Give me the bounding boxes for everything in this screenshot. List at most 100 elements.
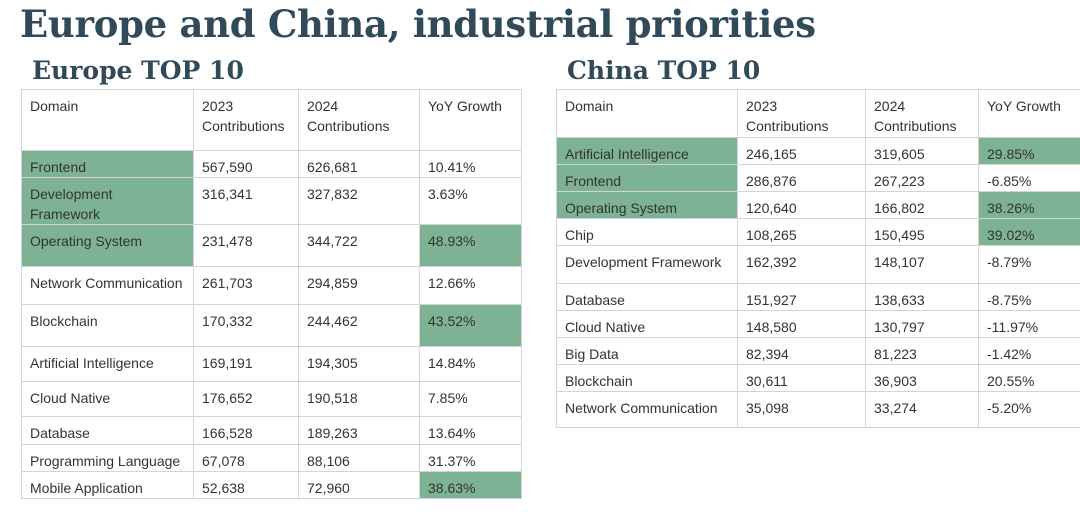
c2023-cell: 162,392 <box>737 245 866 284</box>
table-row: Artificial Intelligence 246,165 319,605 … <box>556 137 1080 165</box>
c2023-cell: 108,265 <box>737 218 866 246</box>
domain-cell: Development Framework <box>21 177 194 225</box>
header-domain: Domain <box>21 89 194 151</box>
domain-cell: Development Framework <box>556 245 738 284</box>
yoy-cell: -1.42% <box>978 337 1080 365</box>
c2023-cell: 176,652 <box>193 381 299 417</box>
table-row: Database 166,528 189,263 13.64% <box>21 416 522 445</box>
table-row: Network Communication 35,098 33,274 -5.2… <box>556 391 1080 428</box>
table-row: Database 151,927 138,633 -8.75% <box>556 283 1080 311</box>
c2023-cell: 261,703 <box>193 266 299 305</box>
c2024-cell: 190,518 <box>298 381 420 417</box>
yoy-cell: 48.93% <box>419 224 522 267</box>
domain-cell: Frontend <box>21 150 194 178</box>
c2024-cell: 244,462 <box>298 304 420 347</box>
domain-cell: Artificial Intelligence <box>21 346 194 382</box>
table-row: Artificial Intelligence 169,191 194,305 … <box>21 346 522 382</box>
yoy-cell: 38.63% <box>419 471 522 499</box>
c2023-cell: 82,394 <box>737 337 866 365</box>
domain-cell: Mobile Application <box>21 471 194 499</box>
domain-cell: Big Data <box>556 337 738 365</box>
c2024-cell: 294,859 <box>298 266 420 305</box>
c2023-cell: 151,927 <box>737 283 866 311</box>
yoy-cell: 13.64% <box>419 416 522 445</box>
yoy-cell: 12.66% <box>419 266 522 305</box>
domain-cell: Operating System <box>21 224 194 267</box>
c2023-cell: 246,165 <box>737 137 866 165</box>
c2024-cell: 81,223 <box>865 337 979 365</box>
yoy-cell: -8.79% <box>978 245 1080 284</box>
yoy-cell: 10.41% <box>419 150 522 178</box>
domain-cell: Database <box>21 416 194 445</box>
table-header-row: Domain 2023 Contributions 2024 Contribut… <box>21 89 522 151</box>
domain-cell: Blockchain <box>556 364 738 392</box>
yoy-cell: 31.37% <box>419 444 522 472</box>
c2024-cell: 189,263 <box>298 416 420 445</box>
table-row: Mobile Application 52,638 72,960 38.63% <box>21 471 522 499</box>
c2024-cell: 194,305 <box>298 346 420 382</box>
domain-cell: Database <box>556 283 738 311</box>
table-row: Blockchain 30,611 36,903 20.55% <box>556 364 1080 392</box>
yoy-cell: -5.20% <box>978 391 1080 428</box>
c2023-cell: 231,478 <box>193 224 299 267</box>
header-2023: 2023 Contributions <box>193 89 299 151</box>
domain-cell: Cloud Native <box>556 310 738 338</box>
c2023-cell: 316,341 <box>193 177 299 225</box>
yoy-cell: 20.55% <box>978 364 1080 392</box>
c2024-cell: 88,106 <box>298 444 420 472</box>
c2023-cell: 120,640 <box>737 191 866 219</box>
c2024-cell: 72,960 <box>298 471 420 499</box>
table-row: Operating System 231,478 344,722 48.93% <box>21 224 522 267</box>
domain-cell: Network Communication <box>556 391 738 428</box>
europe-table: Domain 2023 Contributions 2024 Contribut… <box>21 89 522 499</box>
c2023-cell: 166,528 <box>193 416 299 445</box>
table-row: Development Framework 316,341 327,832 3.… <box>21 177 522 225</box>
c2023-cell: 567,590 <box>193 150 299 178</box>
c2024-cell: 148,107 <box>865 245 979 284</box>
domain-cell: Frontend <box>556 164 738 192</box>
c2024-cell: 33,274 <box>865 391 979 428</box>
c2023-cell: 67,078 <box>193 444 299 472</box>
c2024-cell: 319,605 <box>865 137 979 165</box>
header-yoy: YoY Growth <box>419 89 522 151</box>
table-header-row: Domain 2023 Contributions 2024 Contribut… <box>556 89 1080 138</box>
yoy-cell: 7.85% <box>419 381 522 417</box>
table-row: Blockchain 170,332 244,462 43.52% <box>21 304 522 347</box>
table-row: Frontend 286,876 267,223 -6.85% <box>556 164 1080 192</box>
yoy-cell: 43.52% <box>419 304 522 347</box>
europe-heading: Europe TOP 10 <box>32 56 244 85</box>
table-row: Operating System 120,640 166,802 38.26% <box>556 191 1080 219</box>
table-row: Cloud Native 148,580 130,797 -11.97% <box>556 310 1080 338</box>
c2024-cell: 150,495 <box>865 218 979 246</box>
c2024-cell: 166,802 <box>865 191 979 219</box>
c2024-cell: 36,903 <box>865 364 979 392</box>
c2023-cell: 170,332 <box>193 304 299 347</box>
table-row: Cloud Native 176,652 190,518 7.85% <box>21 381 522 417</box>
c2023-cell: 169,191 <box>193 346 299 382</box>
header-domain: Domain <box>556 89 738 138</box>
table-row: Development Framework 162,392 148,107 -8… <box>556 245 1080 284</box>
c2024-cell: 626,681 <box>298 150 420 178</box>
c2024-cell: 327,832 <box>298 177 420 225</box>
page-title: Europe and China, industrial priorities <box>20 2 816 46</box>
domain-cell: Artificial Intelligence <box>556 137 738 165</box>
domain-cell: Chip <box>556 218 738 246</box>
c2023-cell: 52,638 <box>193 471 299 499</box>
c2024-cell: 138,633 <box>865 283 979 311</box>
domain-cell: Programming Language <box>21 444 194 472</box>
domain-cell: Network Communication <box>21 266 194 305</box>
yoy-cell: -8.75% <box>978 283 1080 311</box>
c2023-cell: 286,876 <box>737 164 866 192</box>
header-2023: 2023 Contributions <box>737 89 866 138</box>
domain-cell: Cloud Native <box>21 381 194 417</box>
yoy-cell: 38.26% <box>978 191 1080 219</box>
c2024-cell: 130,797 <box>865 310 979 338</box>
header-2024: 2024 Contributions <box>865 89 979 138</box>
china-table: Domain 2023 Contributions 2024 Contribut… <box>556 89 1080 428</box>
table-row: Frontend 567,590 626,681 10.41% <box>21 150 522 178</box>
china-heading: China TOP 10 <box>567 56 761 85</box>
yoy-cell: -6.85% <box>978 164 1080 192</box>
c2024-cell: 267,223 <box>865 164 979 192</box>
yoy-cell: -11.97% <box>978 310 1080 338</box>
yoy-cell: 3.63% <box>419 177 522 225</box>
